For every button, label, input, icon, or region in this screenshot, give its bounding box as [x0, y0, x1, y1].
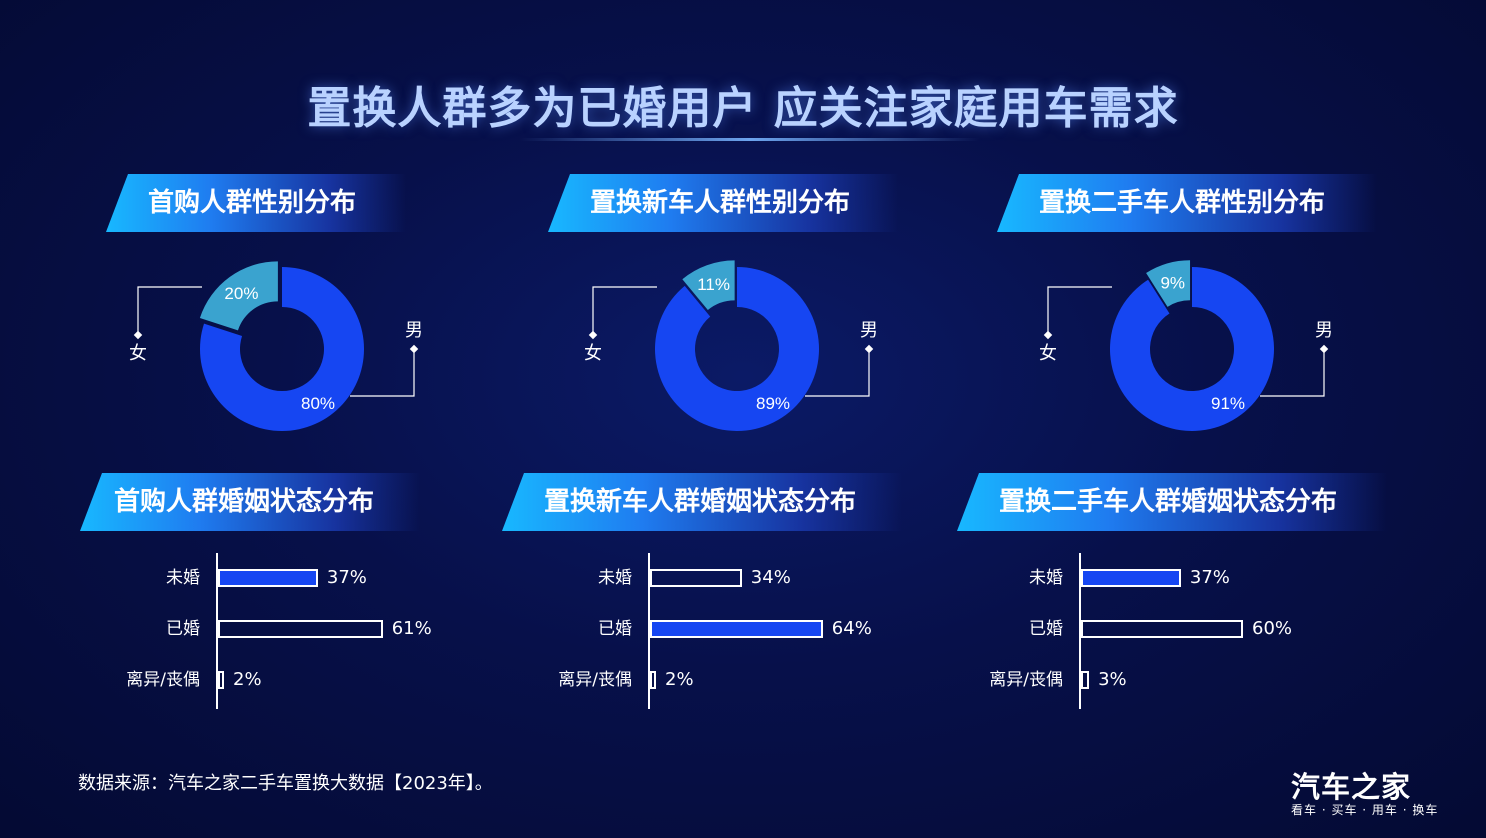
leader-marker-female	[588, 330, 598, 340]
donut-slice-male	[1110, 267, 1274, 431]
bar	[218, 620, 383, 638]
legend-label-male: 男	[1315, 320, 1333, 340]
bar-axis	[1079, 553, 1081, 709]
legend-label-male: 男	[405, 320, 423, 340]
brand-logo: 汽车之家	[1291, 770, 1412, 804]
bar-value-label: 37%	[326, 567, 367, 588]
bar	[218, 671, 224, 689]
donut-value-female: 20%	[224, 284, 258, 303]
leader-line-male	[350, 349, 415, 397]
legend-label-female: 女	[129, 343, 147, 363]
bar-category-label: 未婚	[166, 568, 200, 588]
donut-chart-new: 11% 89% 女 男	[584, 260, 878, 431]
bar-value-label: 37%	[1189, 567, 1230, 588]
title-underline	[520, 138, 980, 141]
legend-label-female: 女	[1039, 343, 1057, 363]
banner-gender-new-text: 置换新车人群性别分布	[590, 188, 851, 218]
bar-category-label: 离异/丧偶	[558, 670, 632, 690]
bar	[650, 671, 656, 689]
donut-slice-female	[199, 261, 278, 331]
bar-axis	[648, 553, 650, 709]
legend-label-male: 男	[860, 320, 878, 340]
bar-category-label: 已婚	[166, 619, 200, 639]
leader-marker-female	[1043, 330, 1053, 340]
donut-slice-male	[200, 267, 364, 431]
brand-tagline: 看车 · 买车 · 用车 · 换车	[1291, 803, 1439, 817]
banner-gender-used: 置换二手车人群性别分布	[997, 174, 1377, 232]
bar	[1081, 569, 1181, 587]
donut-value-female: 9%	[1160, 274, 1185, 293]
donut-value-male: 80%	[301, 394, 335, 413]
bar-category-label: 已婚	[1029, 619, 1063, 639]
leader-line-female	[137, 286, 202, 335]
bar-value-label: 2%	[233, 669, 262, 690]
page-title: 置换人群多为已婚用户 应关注家庭用车需求	[307, 83, 1179, 134]
leader-line-male	[805, 349, 870, 397]
bar-category-label: 未婚	[598, 568, 632, 588]
leader-marker-male	[864, 344, 874, 354]
banner-marriage-first: 首购人群婚姻状态分布	[80, 473, 420, 531]
banner-gender-new: 置换新车人群性别分布	[548, 174, 898, 232]
bar	[1081, 671, 1090, 689]
donut-slice-female	[682, 260, 735, 311]
bar-value-label: 61%	[391, 618, 432, 639]
bar-category-label: 未婚	[1029, 568, 1063, 588]
bar-value-label: 2%	[665, 669, 694, 690]
bar-value-label: 34%	[750, 567, 791, 588]
bar-chart-new: 未婚 34% 已婚 64% 离异/丧偶 2%	[532, 553, 912, 709]
donut-slice-male	[655, 267, 819, 431]
donut-chart-used: 9% 91% 女 男	[1039, 260, 1333, 431]
banner-marriage-used-text: 置换二手车人群婚姻状态分布	[999, 487, 1338, 517]
bar-value-label: 64%	[831, 618, 872, 639]
leader-marker-male	[1319, 344, 1329, 354]
leader-line-female	[592, 286, 657, 335]
bar-chart-first: 未婚 37% 已婚 61% 离异/丧偶 2%	[100, 553, 480, 709]
bar	[650, 620, 823, 638]
bar-value-label: 60%	[1252, 618, 1293, 639]
legend-label-female: 女	[584, 343, 602, 363]
bar	[650, 569, 742, 587]
banner-gender-first: 首购人群性别分布	[106, 174, 406, 232]
bar-value-label: 3%	[1098, 669, 1127, 690]
bar	[218, 569, 318, 587]
bar-category-label: 离异/丧偶	[989, 670, 1063, 690]
donut-slice-female	[1146, 260, 1191, 307]
donut-chart-first: 20% 80% 女 男	[129, 261, 423, 431]
banner-marriage-new: 置换新车人群婚姻状态分布	[502, 473, 902, 531]
bar-axis	[216, 553, 218, 709]
bar-chart-used: 未婚 37% 已婚 60% 离异/丧偶 3%	[963, 553, 1343, 709]
banner-gender-used-text: 置换二手车人群性别分布	[1039, 188, 1326, 218]
leader-marker-male	[409, 344, 419, 354]
data-source-note: 数据来源：汽车之家二手车置换大数据【2023年】。	[78, 773, 493, 794]
bar-category-label: 离异/丧偶	[126, 670, 200, 690]
banner-marriage-first-text: 首购人群婚姻状态分布	[114, 487, 375, 517]
banner-marriage-new-text: 置换新车人群婚姻状态分布	[544, 487, 857, 517]
donut-value-male: 89%	[756, 394, 790, 413]
bar	[1081, 620, 1243, 638]
donut-value-female: 11%	[697, 275, 730, 294]
bar-category-label: 已婚	[598, 619, 632, 639]
leader-line-male	[1260, 349, 1325, 397]
banner-gender-first-text: 首购人群性别分布	[148, 188, 357, 218]
leader-marker-female	[133, 330, 143, 340]
leader-line-female	[1047, 286, 1112, 335]
banner-marriage-used: 置换二手车人群婚姻状态分布	[957, 473, 1387, 531]
donut-value-male: 91%	[1211, 394, 1245, 413]
